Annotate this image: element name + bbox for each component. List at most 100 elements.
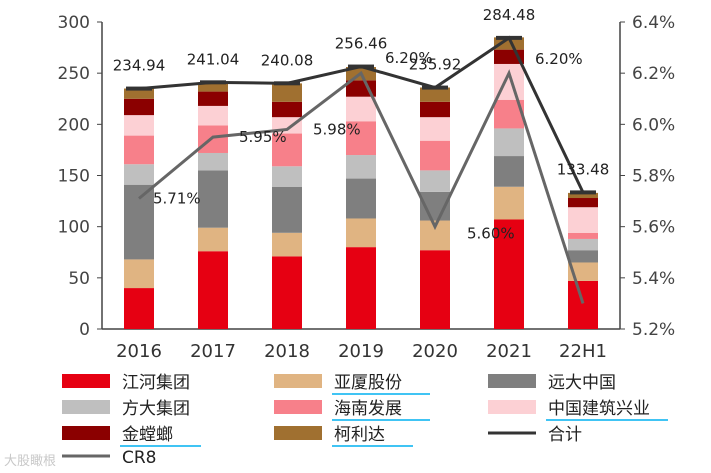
legend-label: 海南发展 (334, 399, 402, 419)
total-marker (422, 85, 448, 90)
watermark-text: 大股瞰根 (4, 454, 57, 469)
legend-swatch (274, 426, 322, 440)
data-labels: 234.94 241.04 240.08 256.46 235.92 284.48 133.… (113, 6, 610, 243)
total-data-label: 241.04 (187, 50, 240, 68)
cr8-data-label: 5.95% (239, 128, 287, 146)
cr8-data-label: 5.71% (153, 190, 201, 208)
left-tick-label: 0 (79, 320, 90, 340)
bar-segment (420, 87, 450, 102)
right-tick-label: 5.6% (632, 218, 675, 238)
right-tick-label: 5.2% (632, 320, 675, 340)
bar-segment (124, 259, 154, 289)
right-tick-label: 5.8% (632, 167, 675, 187)
bar-segment (272, 186, 302, 233)
bar-segment (198, 152, 228, 171)
x-tick-label: 2017 (190, 341, 236, 362)
bar-segment (568, 207, 598, 233)
left-tick-label: 250 (58, 64, 90, 84)
x-tick-label: 2020 (412, 341, 458, 362)
right-tick-label: 6.2% (632, 64, 675, 84)
legend-label: CR8 (122, 448, 157, 468)
legend-label: 方大集团 (122, 399, 190, 419)
bar-segment (124, 98, 154, 116)
legend-swatch (488, 400, 536, 414)
bar-segment (494, 186, 524, 220)
x-tick-label: 2016 (116, 341, 162, 362)
bar-segment (272, 232, 302, 257)
legend-swatch (62, 426, 110, 440)
legend-label: 亚厦股份 (334, 373, 402, 393)
right-tick-label: 6.4% (632, 13, 675, 33)
bar-segment (272, 166, 302, 187)
total-marker (126, 86, 152, 91)
bar-segment (346, 155, 376, 179)
legend-swatch (274, 400, 322, 414)
total-data-label: 235.92 (409, 56, 462, 74)
legend-swatch (274, 374, 322, 388)
left-tick-label: 150 (58, 167, 90, 187)
legend-label: 合计 (548, 425, 582, 445)
total-marker (348, 64, 374, 69)
total-data-label: 240.08 (261, 51, 314, 69)
total-data-label: 256.46 (335, 35, 388, 53)
bar-segment (124, 184, 154, 260)
bar-segment (272, 256, 302, 329)
watermark: 大股瞰根 (4, 450, 56, 469)
x-tick-label: 2019 (338, 341, 384, 362)
bar-segment (494, 219, 524, 329)
lines (126, 35, 596, 304)
bar-segment (568, 250, 598, 263)
bar-segment (198, 251, 228, 329)
total-marker (274, 81, 300, 86)
x-tick-label: 2021 (486, 341, 532, 362)
right-tick-label: 5.4% (632, 269, 675, 289)
legend-swatch (488, 374, 536, 388)
bar-segment (124, 288, 154, 329)
cr8-data-label: 6.20% (535, 50, 583, 68)
bar-segment (346, 80, 376, 97)
legend-label: 江河集团 (122, 373, 190, 393)
bar-segment (346, 178, 376, 219)
bar-segment (494, 37, 524, 50)
bar-segment (124, 135, 154, 165)
bar-segment (198, 91, 228, 106)
bar-segment (494, 156, 524, 187)
bar-segment (420, 101, 450, 118)
total-marker (496, 35, 522, 40)
left-tick-label: 50 (68, 269, 90, 289)
bar-segment (346, 121, 376, 156)
bar-segment (198, 125, 228, 153)
left-tick-label: 200 (58, 115, 90, 135)
legend-label: 金螳螂 (122, 425, 173, 445)
bar-segment (272, 101, 302, 118)
bar-segment (568, 192, 598, 199)
total-data-label: 234.94 (113, 57, 166, 75)
total-marker (570, 190, 596, 195)
bar-segment (568, 198, 598, 208)
bar-segment (124, 115, 154, 136)
x-tick-label: 22H1 (559, 341, 607, 362)
left-tick-label: 300 (58, 13, 90, 33)
bar-segment (198, 105, 228, 126)
total-data-label: 284.48 (483, 6, 536, 24)
axes: 0 50 100 150 200 250 300 5.2% 5.4% 5.6% 5.8% 6.0% 6.… (58, 13, 676, 362)
bar-segment (124, 164, 154, 185)
bar-segment (420, 140, 450, 171)
bar-segment (198, 170, 228, 228)
cr8-data-label: 6.20% (385, 49, 433, 67)
bar-segment (568, 232, 598, 239)
legend-label: 远大中国 (548, 373, 616, 393)
total-marker (200, 80, 226, 85)
bar-segment (272, 83, 302, 102)
cr8-data-label: 5.60% (467, 225, 515, 243)
cr8-data-label: 5.98% (313, 120, 361, 138)
total-data-label: 133.48 (557, 160, 610, 178)
bar-segment (420, 250, 450, 329)
bar-segment (272, 133, 302, 167)
bar-segment (346, 96, 376, 122)
legend-label: 中国建筑兴业 (548, 399, 650, 419)
legend-swatch (62, 400, 110, 414)
x-tick-label: 2018 (264, 341, 310, 362)
